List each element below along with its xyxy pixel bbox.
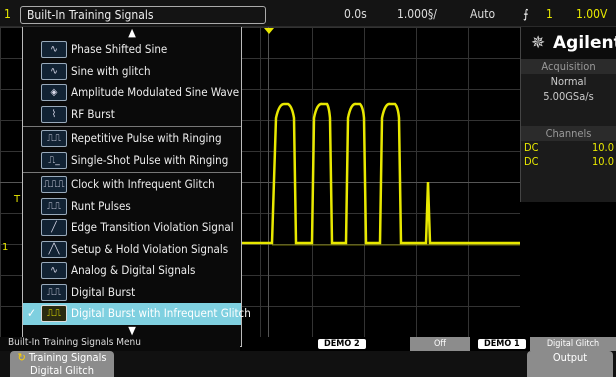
trigger-position-marker bbox=[264, 28, 274, 34]
vertical-axis bbox=[268, 27, 269, 337]
am-sine-icon: ◈ bbox=[41, 84, 67, 101]
horizontal-axis bbox=[0, 182, 520, 183]
rf-burst-icon: ⌇ bbox=[41, 105, 67, 123]
training-signals-menu[interactable]: ▲ ∿ Phase Shifted Sine ∿ Sine with glitch ◈ A… bbox=[22, 26, 251, 347]
demo2-tag: DEMO 2 bbox=[318, 337, 366, 351]
trigger-source: 1 bbox=[546, 7, 553, 21]
demo1-label: DEMO 1 bbox=[478, 339, 526, 349]
analog-digital-icon: ∿ bbox=[41, 262, 67, 279]
menu-title: Built-In Training Signals bbox=[20, 6, 266, 24]
menu-item-label: Phase Shifted Sine bbox=[71, 42, 168, 56]
menu-item-label: Edge Transition Violation Signal bbox=[71, 220, 234, 234]
demo2-label: DEMO 2 bbox=[318, 339, 366, 349]
menu-item[interactable]: ⎍⎍⎍ Clock with Infrequent Glitch bbox=[23, 174, 241, 196]
edge-violation-icon: ╱ bbox=[41, 219, 67, 236]
menu-item[interactable]: ⎍_ Single-Shot Pulse with Ringing bbox=[23, 150, 241, 172]
channel-1-ground-marker: 1 bbox=[2, 242, 8, 253]
clock-glitch-icon: ⎍⎍⎍ bbox=[41, 176, 67, 193]
softkey-bar: ↻ Training Signals Digital Glitch Output bbox=[0, 351, 616, 377]
sine-glitch-icon: ∿ bbox=[41, 62, 67, 80]
channel-2-coupling: DC bbox=[524, 155, 539, 168]
menu-item[interactable]: ⎍⎍ Digital Burst bbox=[23, 282, 241, 304]
training-signals-sublabel: Digital Glitch bbox=[29, 364, 94, 377]
channel-1-row: DC 10.0 bbox=[521, 141, 616, 155]
menu-item-label: Digital Burst with Infrequent Glitch bbox=[71, 306, 251, 320]
sample-rate: 5.00GSa/s bbox=[543, 90, 594, 103]
agilent-spark-icon: ✵ bbox=[531, 33, 546, 53]
brand-name: Agilent bbox=[553, 33, 616, 53]
channel-1-coupling: DC bbox=[524, 141, 539, 154]
trigger-edge-icon: ⨍ bbox=[523, 7, 529, 21]
menu-separator bbox=[23, 126, 241, 127]
menu-item[interactable]: ⎍⎍ Repetitive Pulse with Ringing bbox=[23, 128, 241, 150]
setup-hold-icon: ╱╲ bbox=[41, 240, 67, 258]
demo1-state: Digital Glitch bbox=[530, 337, 616, 351]
output-softkey[interactable]: Output bbox=[527, 351, 613, 377]
menu-item-label: Amplitude Modulated Sine Wave bbox=[71, 85, 240, 99]
trigger-level-marker: T bbox=[13, 194, 21, 205]
trigger-mode: Auto bbox=[470, 7, 496, 21]
menu-separator bbox=[23, 172, 241, 173]
demo2-state: Off bbox=[410, 337, 470, 351]
menu-item-label: Single-Shot Pulse with Ringing bbox=[71, 152, 229, 167]
menu-item-label: Setup & Hold Violation Signals bbox=[71, 241, 229, 256]
channel-2-scale: 10.0 bbox=[591, 155, 614, 168]
acquisition-mode: Normal bbox=[550, 75, 587, 88]
brand-logo: ✵ Agilent bbox=[521, 27, 616, 59]
menu-item[interactable]: ∿ Analog & Digital Signals bbox=[23, 260, 241, 282]
menu-item-label: Clock with Infrequent Glitch bbox=[71, 177, 215, 191]
menu-item-label: Sine with glitch bbox=[71, 63, 151, 78]
digital-burst-icon: ⎍⎍ bbox=[41, 283, 67, 301]
output-label: Output bbox=[552, 351, 588, 364]
menu-item-label: Runt Pulses bbox=[71, 198, 131, 213]
pulse-ringing-icon: ⎍⎍ bbox=[41, 130, 67, 147]
scroll-down-icon[interactable]: ▼ bbox=[128, 323, 136, 337]
training-signals-softkey[interactable]: ↻ Training Signals Digital Glitch bbox=[10, 351, 114, 377]
rotate-knob-icon: ↻ bbox=[17, 351, 26, 364]
phase-sine-icon: ∿ bbox=[41, 41, 67, 58]
status-bar: 1 Built-In Training Signals 0.0s 1.000§/… bbox=[0, 0, 616, 27]
menu-item-label: RF Burst bbox=[71, 106, 115, 121]
menu-item[interactable]: ╱╲ Setup & Hold Violation Signals bbox=[23, 239, 241, 261]
menu-item[interactable]: ∿ Sine with glitch bbox=[23, 61, 241, 83]
time-offset: 0.0s bbox=[344, 7, 367, 21]
menu-item[interactable]: ⎍⎍ Runt Pulses bbox=[23, 196, 241, 218]
digital-burst-glitch-icon: ⎍⎍ bbox=[41, 305, 67, 322]
menu-item-label: Repetitive Pulse with Ringing bbox=[71, 131, 222, 145]
demo1-tag: DEMO 1 bbox=[478, 337, 526, 351]
trigger-level: 1.00V bbox=[576, 7, 608, 21]
menu-item-label: Digital Burst bbox=[71, 284, 136, 299]
time-scale: 1.000§/ bbox=[397, 7, 437, 21]
info-panel: ✵ Agilent Acquisition Normal 5.00GSa/s C… bbox=[520, 27, 616, 202]
softkey-menu-label: Built-In Training Signals Menu bbox=[0, 337, 240, 351]
acquisition-header: Acquisition bbox=[521, 59, 616, 74]
menu-item-label: Analog & Digital Signals bbox=[71, 263, 196, 277]
channel-2-row: DC 10.0 bbox=[521, 155, 616, 169]
channels-header: Channels bbox=[521, 126, 616, 141]
menu-item[interactable]: ◈ Amplitude Modulated Sine Wave bbox=[23, 82, 241, 104]
menu-items: ∿ Phase Shifted Sine ∿ Sine with glitch ◈ Amp… bbox=[23, 39, 251, 325]
runt-pulse-icon: ⎍⎍ bbox=[41, 197, 67, 215]
channel-number: 1 bbox=[4, 7, 11, 21]
checkmark-icon: ✓ bbox=[27, 306, 37, 320]
menu-item[interactable]: ∿ Phase Shifted Sine bbox=[23, 39, 241, 61]
menu-item[interactable]: ✓ ⎍⎍ Digital Burst with Infrequent Glitch bbox=[23, 303, 251, 325]
single-pulse-icon: ⎍_ bbox=[41, 151, 67, 169]
menu-item[interactable]: ⌇ RF Burst bbox=[23, 104, 241, 126]
menu-item[interactable]: ╱ Edge Transition Violation Signal bbox=[23, 217, 241, 239]
channel-1-scale: 10.0 bbox=[591, 141, 614, 154]
scroll-up-icon[interactable]: ▲ bbox=[128, 26, 136, 39]
training-signals-label: Training Signals bbox=[28, 351, 107, 364]
channel-1-trace bbox=[242, 102, 520, 245]
